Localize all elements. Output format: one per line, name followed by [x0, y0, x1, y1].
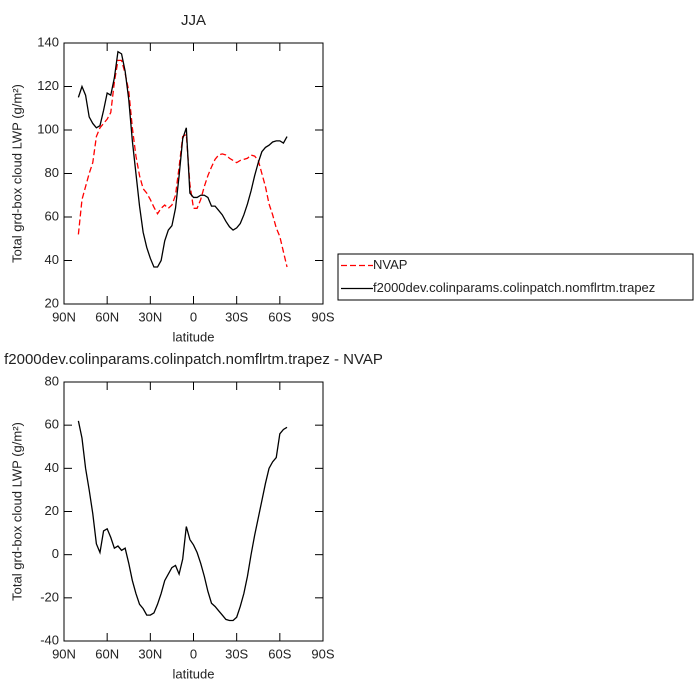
- y-tick-label: 80: [45, 373, 59, 388]
- x-tick-label: 30N: [138, 309, 162, 324]
- y-tick-label: 120: [37, 78, 59, 93]
- y-axis-label: Total grd-box cloud LWP (g/m²): [9, 84, 24, 263]
- data-line: [77, 59, 288, 268]
- x-tick-label: 90N: [52, 646, 76, 661]
- x-tick-label: 60N: [95, 646, 119, 661]
- y-tick-label: 20: [45, 295, 59, 310]
- y-tick-label: 60: [45, 417, 59, 432]
- x-tick-label: 90S: [311, 309, 334, 324]
- plot-frame: [63, 381, 324, 642]
- data-line: [77, 50, 288, 268]
- x-tick-label: 90S: [311, 646, 334, 661]
- y-tick-label: 40: [45, 252, 59, 267]
- x-tick-label: 60N: [95, 309, 119, 324]
- chart-title: JJA: [181, 12, 206, 29]
- x-axis-label: latitude: [173, 666, 215, 681]
- y-tick-label: 60: [45, 208, 59, 223]
- y-tick-label: -40: [40, 632, 59, 647]
- x-tick-label: 0: [190, 309, 197, 324]
- legend-label: NVAP: [373, 257, 407, 272]
- x-tick-label: 90N: [52, 309, 76, 324]
- x-tick-label: 60S: [268, 646, 291, 661]
- x-tick-label: 30S: [225, 309, 248, 324]
- y-tick-label: 0: [52, 546, 59, 561]
- data-line: [77, 420, 288, 622]
- plot-frame: [63, 42, 324, 305]
- y-tick-label: 100: [37, 121, 59, 136]
- legend-box: [337, 253, 694, 301]
- y-tick-label: 140: [37, 34, 59, 49]
- legend: NVAP f2000dev.colinparams.colinpatch.nomf…: [337, 253, 694, 301]
- legend-label: f2000dev.colinparams.colinpatch.nomflrtm…: [373, 280, 655, 295]
- y-axis-label: Total grd-box cloud LWP (g/m²): [9, 422, 24, 601]
- y-tick-label: 80: [45, 165, 59, 180]
- x-tick-label: 30N: [138, 646, 162, 661]
- chart-title: f2000dev.colinparams.colinpatch.nomflrtm…: [4, 351, 383, 368]
- x-tick-label: 0: [190, 646, 197, 661]
- x-tick-label: 30S: [225, 646, 248, 661]
- y-tick-label: 20: [45, 503, 59, 518]
- y-tick-label: 40: [45, 460, 59, 475]
- x-axis-label: latitude: [173, 329, 215, 344]
- x-tick-label: 60S: [268, 309, 291, 324]
- y-tick-label: -20: [40, 589, 59, 604]
